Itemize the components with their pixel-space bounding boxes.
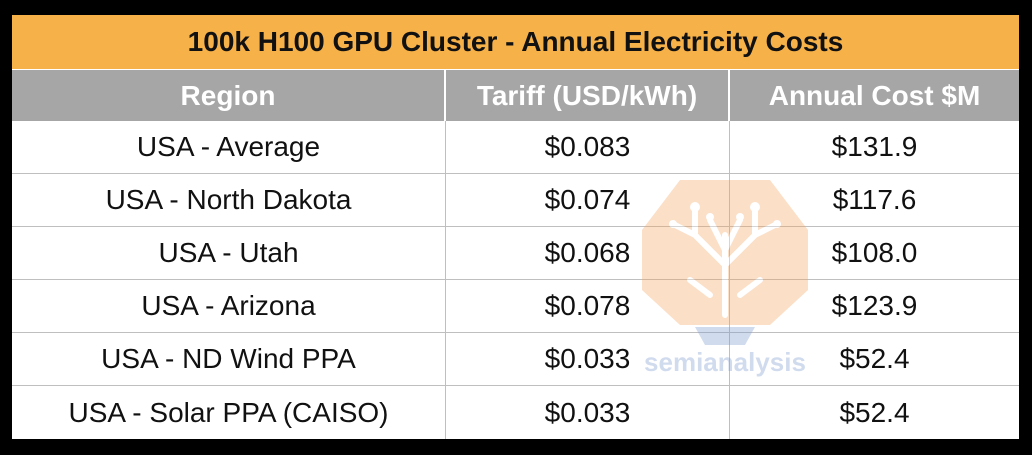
region-cell: USA - Average: [12, 121, 446, 173]
region-cell: USA - Arizona: [12, 280, 446, 332]
annual-cost-cell: $52.4: [839, 396, 910, 428]
annual-cost-cell: $131.9: [831, 131, 918, 162]
tariff-cell: $0.078: [446, 280, 730, 332]
annual-cost-cell: $123.9: [831, 290, 918, 321]
annual-cost-cell: $52.4: [839, 343, 910, 374]
region-cell: USA - Solar PPA (CAISO): [12, 386, 446, 439]
table-row: USA - Arizona $0.078 $123.9: [12, 280, 1019, 333]
table-title: 100k H100 GPU Cluster - Annual Electrici…: [12, 15, 1019, 70]
tariff-cell: $0.068: [446, 227, 730, 279]
tariff-cell: $0.033: [446, 386, 730, 439]
column-header-region: Region: [12, 70, 446, 121]
table-row: USA - Average $0.083 $131.9: [12, 121, 1019, 174]
header-row: Region Tariff (USD/kWh) Annual Cost $M: [12, 70, 1019, 121]
region-cell: USA - Utah: [12, 227, 446, 279]
table-row: USA - Solar PPA (CAISO) $0.033 $52.4: [12, 386, 1019, 439]
table-row: USA - ND Wind PPA $0.033 $52.4: [12, 333, 1019, 386]
electricity-cost-table: 100k H100 GPU Cluster - Annual Electrici…: [12, 15, 1019, 439]
tariff-cell: $0.033: [446, 333, 730, 385]
annual-cost-cell: $108.0: [831, 237, 918, 268]
annual-cost-cell: $117.6: [832, 184, 917, 215]
column-header-annual-cost: Annual Cost $M: [768, 79, 981, 111]
table-row: USA - Utah $0.068 $108.0: [12, 227, 1019, 280]
column-header-tariff: Tariff (USD/kWh): [446, 70, 730, 121]
table-row: USA - North Dakota $0.074 $117.6: [12, 174, 1019, 227]
tariff-cell: $0.083: [446, 121, 730, 173]
tariff-cell: $0.074: [446, 174, 730, 226]
table-body: USA - Average $0.083 $131.9 USA - North …: [12, 121, 1019, 439]
region-cell: USA - North Dakota: [12, 174, 446, 226]
region-cell: USA - ND Wind PPA: [12, 333, 446, 385]
